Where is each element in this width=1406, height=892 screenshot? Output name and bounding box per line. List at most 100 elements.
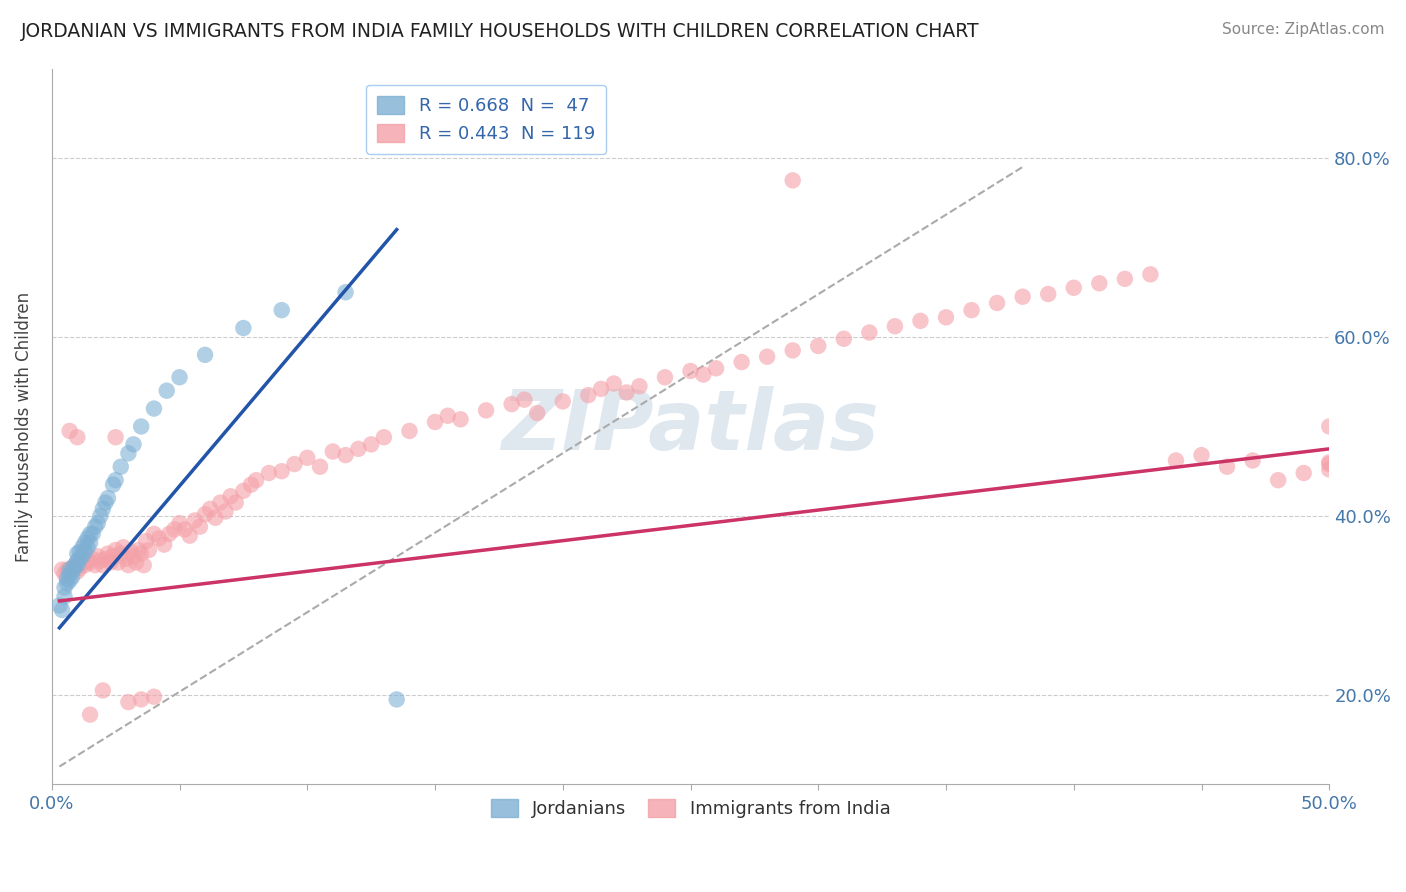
Point bbox=[59, 567, 82, 582]
Point bbox=[188, 519, 211, 533]
Point bbox=[117, 446, 139, 460]
Point bbox=[322, 444, 344, 458]
Point bbox=[73, 545, 96, 559]
Point bbox=[91, 683, 114, 698]
Point bbox=[115, 552, 138, 566]
Point bbox=[82, 526, 104, 541]
Point bbox=[782, 343, 804, 358]
Point bbox=[283, 457, 305, 471]
Point bbox=[209, 495, 232, 509]
Point bbox=[87, 516, 110, 530]
Text: Source: ZipAtlas.com: Source: ZipAtlas.com bbox=[1222, 22, 1385, 37]
Point bbox=[79, 707, 101, 722]
Point bbox=[513, 392, 536, 407]
Legend: Jordanians, Immigrants from India: Jordanians, Immigrants from India bbox=[484, 792, 897, 825]
Point bbox=[59, 424, 82, 438]
Point bbox=[1088, 277, 1111, 291]
Point bbox=[73, 558, 96, 573]
Point bbox=[1241, 453, 1264, 467]
Point bbox=[156, 384, 179, 398]
Point bbox=[110, 547, 132, 561]
Point bbox=[373, 430, 395, 444]
Point bbox=[63, 558, 86, 573]
Point bbox=[1216, 459, 1239, 474]
Point bbox=[1317, 419, 1340, 434]
Point bbox=[910, 314, 932, 328]
Point bbox=[122, 437, 145, 451]
Point bbox=[76, 554, 98, 568]
Point bbox=[94, 495, 117, 509]
Point bbox=[157, 526, 180, 541]
Point bbox=[59, 563, 82, 577]
Point bbox=[198, 501, 221, 516]
Point bbox=[475, 403, 498, 417]
Point bbox=[1139, 268, 1161, 282]
Point bbox=[270, 464, 292, 478]
Point bbox=[66, 565, 89, 579]
Point bbox=[101, 549, 124, 564]
Point bbox=[91, 558, 114, 573]
Point bbox=[73, 536, 96, 550]
Point bbox=[169, 370, 191, 384]
Point bbox=[101, 477, 124, 491]
Point bbox=[128, 543, 150, 558]
Point bbox=[107, 556, 129, 570]
Point bbox=[69, 561, 91, 575]
Point bbox=[756, 350, 779, 364]
Point bbox=[122, 549, 145, 564]
Point bbox=[117, 695, 139, 709]
Point bbox=[89, 554, 111, 568]
Point bbox=[184, 513, 207, 527]
Point bbox=[423, 415, 446, 429]
Point bbox=[1114, 272, 1136, 286]
Point bbox=[66, 558, 89, 573]
Point bbox=[76, 541, 98, 555]
Point bbox=[1164, 453, 1187, 467]
Point bbox=[1267, 473, 1289, 487]
Point bbox=[89, 508, 111, 523]
Point bbox=[960, 303, 983, 318]
Point bbox=[48, 599, 70, 613]
Point bbox=[986, 296, 1008, 310]
Point bbox=[1063, 281, 1085, 295]
Point bbox=[526, 406, 548, 420]
Point bbox=[53, 581, 76, 595]
Point bbox=[142, 401, 165, 416]
Point bbox=[60, 561, 83, 575]
Point bbox=[1317, 457, 1340, 471]
Point bbox=[832, 332, 855, 346]
Point bbox=[69, 545, 91, 559]
Point bbox=[110, 459, 132, 474]
Point bbox=[72, 541, 94, 555]
Point bbox=[603, 376, 626, 391]
Point bbox=[82, 552, 104, 566]
Point bbox=[591, 382, 613, 396]
Point bbox=[100, 556, 122, 570]
Point bbox=[87, 549, 110, 564]
Point bbox=[204, 510, 226, 524]
Point bbox=[858, 326, 880, 340]
Point bbox=[138, 543, 160, 558]
Point bbox=[219, 489, 242, 503]
Text: JORDANIAN VS IMMIGRANTS FROM INDIA FAMILY HOUSEHOLDS WITH CHILDREN CORRELATION C: JORDANIAN VS IMMIGRANTS FROM INDIA FAMIL… bbox=[21, 22, 980, 41]
Text: ZIPatlas: ZIPatlas bbox=[502, 386, 879, 467]
Point bbox=[104, 430, 127, 444]
Point bbox=[232, 483, 254, 498]
Point bbox=[56, 572, 79, 586]
Point bbox=[436, 409, 458, 423]
Point bbox=[935, 310, 957, 325]
Point bbox=[297, 450, 319, 465]
Point bbox=[79, 556, 101, 570]
Point bbox=[883, 319, 905, 334]
Point bbox=[72, 549, 94, 564]
Point bbox=[142, 526, 165, 541]
Point bbox=[450, 412, 472, 426]
Point bbox=[1191, 448, 1213, 462]
Point bbox=[51, 603, 73, 617]
Point bbox=[270, 303, 292, 318]
Point bbox=[240, 477, 263, 491]
Point bbox=[53, 567, 76, 582]
Point bbox=[59, 565, 82, 579]
Point bbox=[84, 519, 107, 533]
Point bbox=[153, 538, 176, 552]
